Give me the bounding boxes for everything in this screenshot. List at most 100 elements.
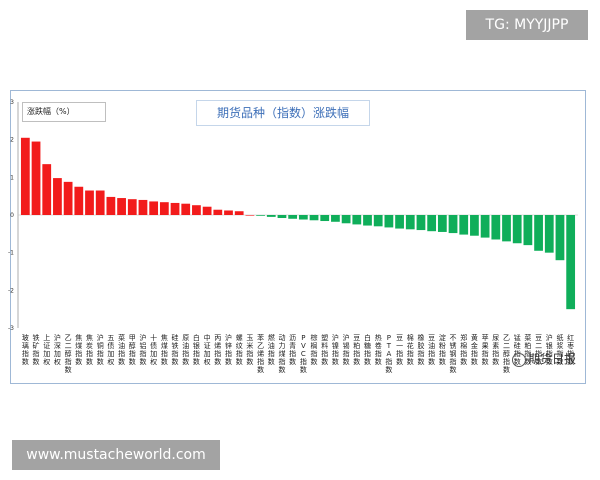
bar	[480, 215, 490, 238]
category-label: 郑棉指数	[460, 334, 467, 366]
watermark-top-right: TG: MYYJJPP	[466, 10, 588, 40]
category-label: 淀粉指数	[439, 333, 446, 366]
category-label: 动力煤指数	[278, 333, 285, 374]
bar	[437, 215, 447, 232]
bar	[245, 215, 255, 216]
category-label: 白银指数	[193, 333, 200, 366]
category-label: 乙二醇指数	[65, 334, 72, 374]
category-label: 白糖指数	[364, 333, 371, 366]
bar	[266, 215, 276, 217]
bar	[416, 215, 426, 231]
legend-box: 涨跌幅（%）	[22, 102, 106, 122]
category-label: 玻璃指数	[22, 333, 29, 366]
category-label: 苯乙烯指数	[257, 333, 264, 374]
y-tick-label: -2	[8, 287, 14, 294]
bar	[117, 198, 126, 215]
category-label: 红枣指数	[567, 333, 574, 366]
category-label: 沪银指数	[546, 333, 553, 366]
category-label: 沪铝指数	[139, 333, 146, 366]
category-label: 豆一指数	[396, 334, 403, 366]
category-label: 上证加权	[43, 333, 50, 366]
bar	[181, 203, 191, 215]
bar	[331, 215, 340, 222]
bar	[202, 206, 212, 215]
bar	[53, 178, 62, 215]
bar	[224, 210, 233, 215]
bars-group	[20, 137, 576, 310]
bar	[459, 215, 469, 235]
category-label: 尿素指数	[492, 334, 499, 366]
bar	[544, 215, 554, 253]
category-label: 燃油指数	[268, 333, 275, 366]
category-label: 菜粕指数	[524, 333, 531, 366]
category-label: 五债加权	[107, 334, 114, 366]
bar	[256, 215, 265, 216]
category-label: 焦煤指数	[75, 333, 82, 366]
bar	[363, 215, 372, 226]
category-label: 沥青指数	[289, 333, 296, 366]
category-label: 不锈钢指数	[450, 334, 457, 374]
bar	[85, 190, 94, 215]
bar	[159, 202, 169, 215]
category-label: 玉米指数	[246, 334, 253, 366]
y-tick-label: 1	[10, 174, 14, 181]
bar	[352, 215, 362, 225]
bar	[63, 181, 73, 215]
category-label: 甲醇指数	[129, 334, 136, 366]
y-tick-label: 2	[10, 137, 14, 144]
category-label: 原油指数	[182, 334, 189, 366]
category-label: 中证加权	[204, 333, 211, 366]
bar	[384, 215, 394, 228]
category-label: 沪镍指数	[332, 333, 339, 366]
category-label: 沪锌指数	[225, 333, 232, 366]
bar	[138, 199, 148, 215]
bar	[373, 215, 383, 227]
bar	[470, 215, 479, 236]
bar	[534, 215, 543, 251]
y-tick-labels: 3 2 1 0 -1 -2 -3	[8, 99, 14, 332]
category-label: 十债加权	[150, 333, 157, 366]
category-label: P T A 指数	[385, 334, 392, 374]
category-label: 豆油指数	[428, 334, 435, 366]
category-label: 黄金指数	[471, 333, 478, 366]
bar	[502, 215, 511, 242]
category-label: 纸浆指数	[556, 333, 563, 366]
category-label: 沪锡指数	[343, 333, 350, 366]
category-label: 菜油指数	[118, 333, 125, 366]
bar	[555, 215, 565, 261]
bar	[127, 199, 137, 215]
bar	[31, 141, 41, 215]
bar	[298, 215, 308, 220]
bar	[491, 215, 501, 240]
bar	[170, 202, 180, 215]
source-label: 期货日报	[528, 352, 577, 366]
category-label: 豆粕指数	[353, 334, 360, 366]
category-label: 热卷指数	[375, 333, 382, 366]
category-label: 棉花指数	[407, 333, 414, 366]
y-tick-label: -3	[8, 325, 14, 332]
bar	[106, 196, 116, 215]
category-label: 棕榈指数	[311, 333, 318, 366]
category-label: 沪深加权	[54, 333, 61, 366]
bar	[74, 186, 84, 215]
bar	[523, 215, 533, 246]
bar	[20, 137, 30, 215]
watermark-bottom-left: www.mustacheworld.com	[12, 440, 220, 470]
source-mark: 期货日报	[512, 350, 576, 367]
y-tick-label: -1	[8, 250, 14, 257]
category-label: 焦煤指数	[161, 333, 168, 366]
category-label: 硅铁指数	[172, 333, 179, 366]
bar	[288, 215, 298, 219]
bar	[213, 209, 223, 215]
bar	[320, 215, 330, 222]
bar	[405, 215, 415, 230]
bar	[192, 205, 201, 215]
bar	[277, 215, 287, 219]
category-label: 苹果指数	[482, 333, 489, 366]
y-tick-label: 0	[10, 212, 14, 219]
bar	[448, 215, 458, 234]
bar	[42, 164, 52, 215]
category-label: 橡胶指数	[417, 333, 424, 366]
category-label: 铁矿指数	[33, 333, 40, 366]
